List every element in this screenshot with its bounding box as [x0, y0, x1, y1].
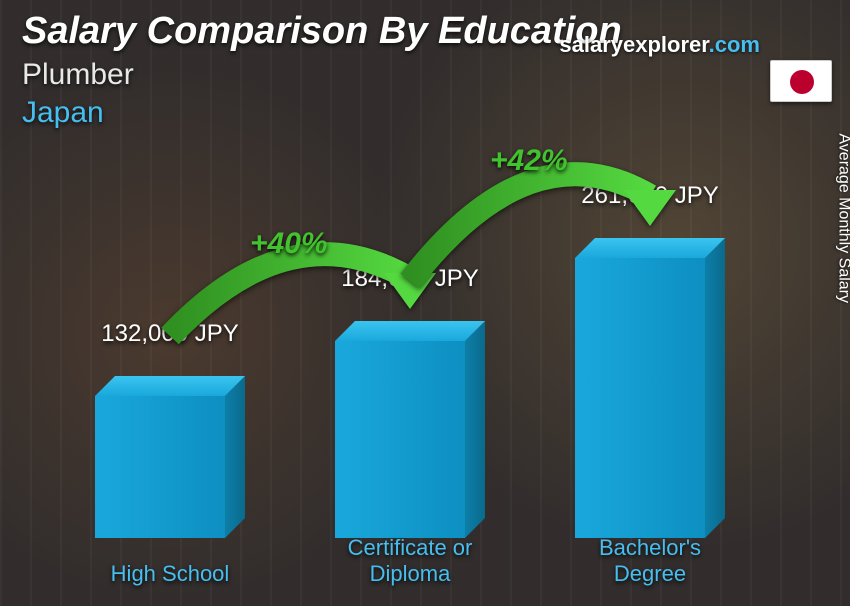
chart-title: Salary Comparison By Education	[22, 10, 622, 53]
infographic-stage: Salary Comparison By Education Plumber J…	[0, 0, 850, 606]
bar-chart: 132,000 JPYHigh School184,000 JPYCertifi…	[0, 140, 810, 606]
brand-main: salaryexplorer	[559, 32, 708, 57]
y-axis-label: Average Monthly Salary	[835, 133, 850, 303]
chart-country: Japan	[22, 96, 104, 130]
increase-label-1: +42%	[490, 144, 568, 178]
japan-flag-icon	[770, 60, 832, 102]
brand-suffix: .com	[709, 32, 760, 57]
chart-subtitle: Plumber	[22, 58, 134, 92]
increase-arrow-1	[0, 140, 810, 606]
brand-label: salaryexplorer.com	[559, 32, 760, 58]
